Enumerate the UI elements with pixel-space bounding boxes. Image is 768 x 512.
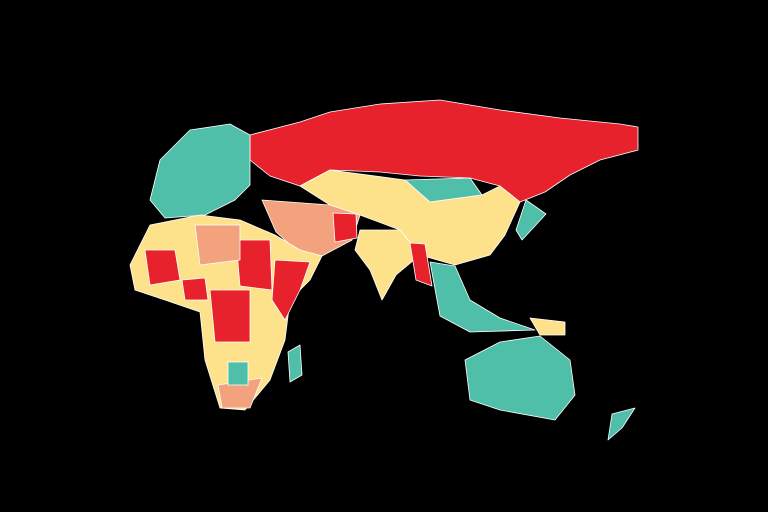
region-somalia-ethiopia (271, 259, 311, 321)
region-japan (515, 199, 547, 241)
region-india (354, 229, 421, 301)
region-china-central-asia (299, 169, 521, 266)
region-australia (464, 335, 576, 421)
region-congo (209, 289, 251, 343)
region-new-zealand (607, 407, 636, 441)
region-papua-new-guinea (529, 317, 566, 336)
region-europe (149, 123, 251, 219)
region-chad-niger (194, 224, 241, 266)
region-botswana (227, 361, 249, 386)
region-afghanistan (332, 212, 358, 243)
region-myanmar (409, 242, 433, 287)
region-sahel-west (144, 249, 181, 286)
region-sudan (235, 239, 273, 291)
region-southeast-asia (429, 261, 536, 333)
region-nigeria (181, 277, 209, 301)
region-madagascar (287, 344, 303, 383)
